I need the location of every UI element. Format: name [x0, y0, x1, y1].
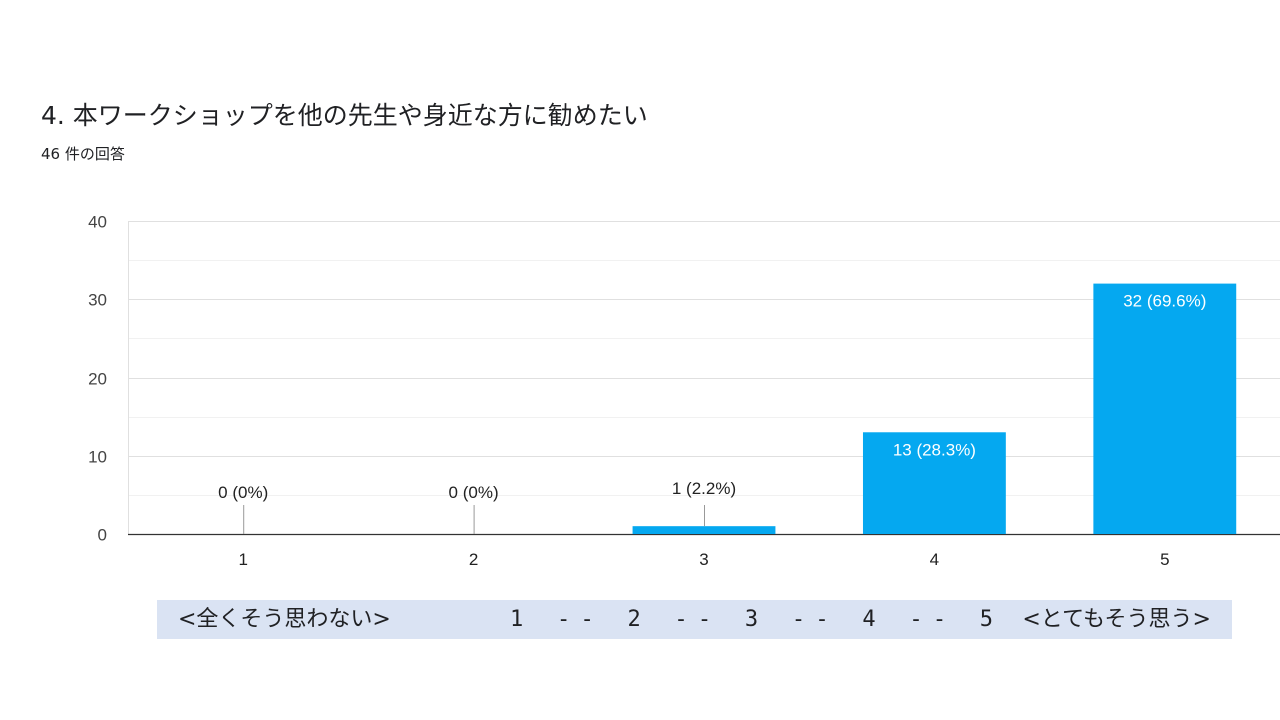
y-tick-label: 10 [88, 448, 107, 467]
y-tick-label: 40 [88, 213, 107, 232]
x-tick-label-1: 1 [238, 550, 247, 569]
x-tick-label-4: 4 [930, 550, 939, 569]
response-count: 46 件の回答 [41, 145, 125, 163]
scale-legend: <全くそう思わない> 1 - - 2 - - 3 - - 4 - - 5 <とて… [157, 600, 1232, 639]
y-tick-label: 30 [88, 291, 107, 310]
x-tick-label-5: 5 [1160, 550, 1169, 569]
data-label-5: 32 (69.6%) [1123, 292, 1206, 311]
chart-title: 4. 本ワークショップを他の先生や身近な方に勧めたい [41, 101, 648, 130]
y-tick-label: 0 [98, 526, 107, 545]
bar-5 [1093, 283, 1237, 534]
gridlines [128, 221, 1280, 496]
axes: 0 10 20 30 40 1 2 3 4 5 [88, 213, 1280, 569]
bar-4 [862, 432, 1006, 534]
bars [632, 283, 1237, 534]
data-label-3: 1 (2.2%) [672, 479, 736, 498]
scale-legend-high: <とてもそう思う> [1022, 607, 1211, 632]
y-tick-label: 20 [88, 370, 107, 389]
x-tick-label-3: 3 [699, 550, 708, 569]
data-labels: 0 (0%) 0 (0%) 1 (2.2%) 13 (28.3%) 32 (69.6%) [218, 292, 1206, 534]
data-label-4: 13 (28.3%) [893, 440, 976, 459]
x-tick-label-2: 2 [469, 550, 478, 569]
data-label-1: 0 (0%) [218, 483, 268, 502]
scale-legend-range: 1 - - 2 - - 3 - - 4 - - 5 [510, 607, 993, 632]
data-label-2: 0 (0%) [449, 483, 499, 502]
scale-legend-low: <全くそう思わない> [178, 607, 391, 632]
bar-3 [632, 526, 776, 534]
